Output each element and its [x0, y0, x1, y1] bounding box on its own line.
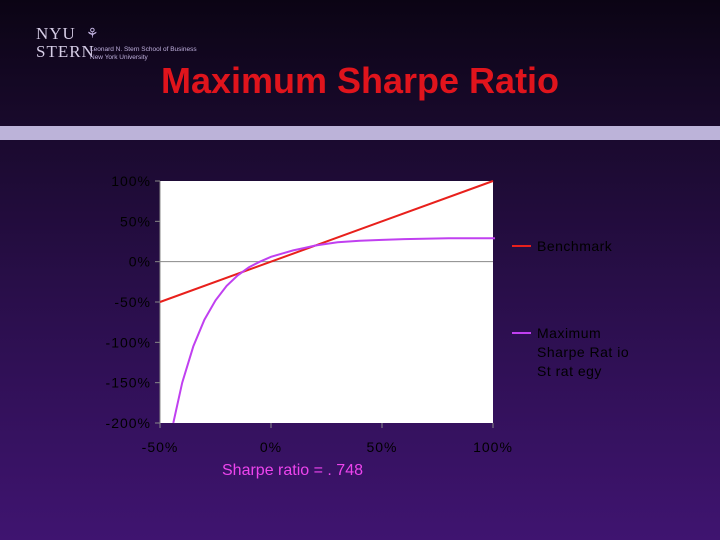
logo-school-text: Leonard N. Stern School of Business New …	[90, 46, 197, 62]
y-tick-label: -150%	[106, 375, 151, 391]
x-tick-label: 50%	[366, 439, 397, 455]
y-tick-label: 50%	[120, 213, 151, 229]
divider-band	[0, 126, 720, 140]
logo-line-2: New York University	[90, 54, 148, 61]
x-tick-label: 100%	[473, 439, 513, 455]
plot-area	[160, 181, 493, 423]
sharpe-chart: 100% 50% 0% -50% -100% -150% -200% -50% 0% 50% 100…	[106, 173, 629, 455]
y-tick-label: -50%	[114, 294, 151, 310]
y-tick-label: 0%	[129, 254, 151, 270]
logo-line-1: Leonard N. Stern School of Business	[90, 46, 197, 53]
slide-title-text: Maximum Sharpe Ratio	[160, 60, 560, 101]
chart-container: 100% 50% 0% -50% -100% -150% -200% -50% 0% 50% 100…	[0, 140, 720, 540]
sharpe-ratio-caption: Sharpe ratio = . 748	[222, 462, 363, 479]
logo-stern-text: STERN	[36, 42, 95, 61]
torch-icon: ⚘	[86, 25, 99, 41]
series-line-benchmark	[160, 180, 494, 303]
legend-label: St rat egy	[537, 363, 602, 379]
y-tick-label: 100%	[111, 173, 151, 189]
y-tick-label: -200%	[106, 415, 151, 431]
x-tick-label: -50%	[142, 439, 179, 455]
x-tick-label: 0%	[260, 439, 282, 455]
slide-title: Maximum Sharpe Ratio	[0, 60, 720, 102]
y-tick-label: -100%	[106, 334, 151, 350]
legend-label: Sharpe Rat io	[537, 344, 629, 360]
logo-nyu-text: NYU	[36, 24, 76, 43]
series-line-strategy	[172, 237, 495, 424]
nyu-stern-logo: NYU ⚘ STERN Leonard N. Stern School of B…	[36, 24, 216, 64]
legend-label: Maximum	[537, 325, 601, 341]
legend-label: Benchmark	[537, 238, 613, 254]
